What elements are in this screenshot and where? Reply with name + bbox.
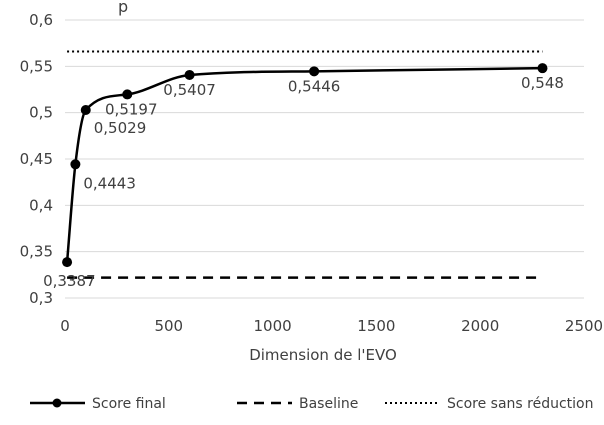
x-tick-label: 1000: [254, 317, 292, 335]
x-tick-label: 1500: [357, 317, 395, 335]
data-label: 0,4443: [83, 174, 136, 192]
x-tick-label: 2000: [461, 317, 499, 335]
score-final-marker: [537, 63, 548, 74]
score-final-marker: [70, 159, 81, 170]
chart-top-text: p: [118, 0, 128, 16]
score-final-marker: [80, 104, 91, 115]
data-label: 0,548: [521, 74, 564, 92]
legend-score-sans-reduction-label: Score sans réduction: [447, 396, 594, 412]
score-final-line: [65, 66, 543, 263]
x-axis-title: Dimension de l'EVO: [249, 346, 397, 364]
score-final-marker: [62, 257, 73, 268]
data-label: 0,5407: [163, 81, 216, 99]
legend-score-final-label: Score final: [92, 396, 166, 412]
data-label: 0,5197: [105, 100, 158, 118]
data-label: 0,5446: [288, 77, 341, 95]
x-tick-label: 500: [154, 317, 183, 335]
score-final-marker: [184, 69, 195, 80]
y-tick-label: 0,55: [20, 57, 53, 75]
x-tick-label: 2500: [565, 317, 603, 335]
y-tick-label: 0,6: [29, 11, 53, 29]
y-tick-label: 0,35: [20, 243, 53, 261]
score-final-marker: [309, 66, 320, 77]
y-tick-label: 0,45: [20, 150, 53, 168]
data-label: 0,5029: [94, 119, 147, 137]
data-label: 0,3387: [43, 272, 96, 290]
y-tick-label: 0,4: [29, 196, 53, 214]
y-tick-label: 0,3: [29, 289, 53, 307]
x-tick-label: 0: [60, 317, 70, 335]
legend-score-final-marker: [52, 398, 62, 408]
legend-baseline-label: Baseline: [299, 396, 358, 412]
score-final-marker: [122, 89, 133, 100]
y-tick-label: 0,5: [29, 104, 53, 122]
